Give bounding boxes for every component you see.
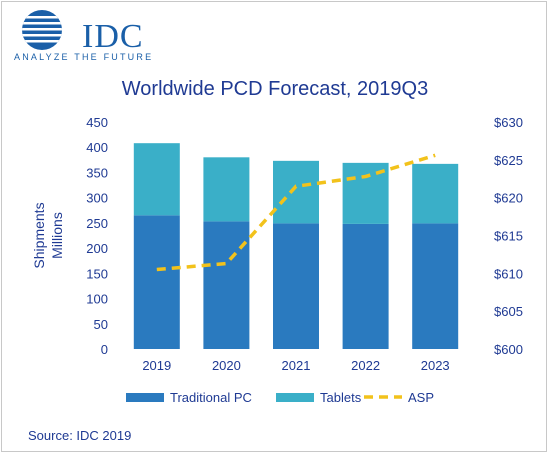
idc-logo: IDC ANALYZE THE FUTURE xyxy=(12,8,152,66)
y2-tick-label: $615 xyxy=(494,229,523,244)
legend-swatch-tablets xyxy=(276,393,314,402)
y2-tick-label: $610 xyxy=(494,266,523,281)
chart-title: Worldwide PCD Forecast, 2019Q3 xyxy=(121,78,429,100)
y-tick-label: 100 xyxy=(86,292,108,307)
y-tick-label: 150 xyxy=(86,266,108,281)
y-tick-label: 200 xyxy=(86,241,108,256)
bar-tablets-2020 xyxy=(203,157,250,222)
bar-traditional-pc-2021 xyxy=(273,223,319,349)
y-tick-label: 350 xyxy=(86,165,108,180)
bar-traditional-pc-2019 xyxy=(133,215,180,349)
legend-label-traditional-pc: Traditional PC xyxy=(170,390,252,405)
source-note: Source: IDC 2019 xyxy=(28,428,132,443)
y2-tick-label: $600 xyxy=(494,342,523,357)
legend-label-asp: ASP xyxy=(408,390,434,405)
y-tick-label: 50 xyxy=(94,317,108,332)
x-tick-label: 2019 xyxy=(142,358,171,373)
x-tick-label: 2020 xyxy=(212,358,241,373)
x-tick-label: 2021 xyxy=(282,358,311,373)
y-tick-label: 300 xyxy=(86,191,108,206)
y2-tick-label: $605 xyxy=(494,304,523,319)
bar-traditional-pc-2022 xyxy=(342,223,389,349)
bar-traditional-pc-2020 xyxy=(203,221,250,349)
y-tick-label: 250 xyxy=(86,216,108,231)
y-tick-label: 450 xyxy=(86,115,108,130)
y-tick-label: 0 xyxy=(101,342,108,357)
y2-tick-label: $620 xyxy=(494,191,523,206)
legend-swatch-traditional-pc xyxy=(126,393,164,402)
globe-icon xyxy=(22,10,62,50)
y2-tick-label: $625 xyxy=(494,153,523,168)
legend-label-tablets: Tablets xyxy=(320,390,362,405)
y-axis-label-line1: Shipments xyxy=(31,202,47,268)
bar-tablets-2023 xyxy=(412,163,459,224)
bar-traditional-pc-2023 xyxy=(412,223,459,349)
x-tick-label: 2023 xyxy=(421,358,450,373)
y-axis-label-line2: Millions xyxy=(49,212,65,259)
asp-series-line xyxy=(156,153,436,272)
y-tick-label: 400 xyxy=(86,140,108,155)
y2-tick-label: $630 xyxy=(494,115,523,130)
x-tick-label: 2022 xyxy=(351,358,380,373)
logo-tagline: ANALYZE THE FUTURE xyxy=(14,52,154,62)
bar-tablets-2021 xyxy=(273,160,319,224)
bar-tablets-2019 xyxy=(133,143,180,216)
logo-brand: IDC xyxy=(82,18,144,55)
